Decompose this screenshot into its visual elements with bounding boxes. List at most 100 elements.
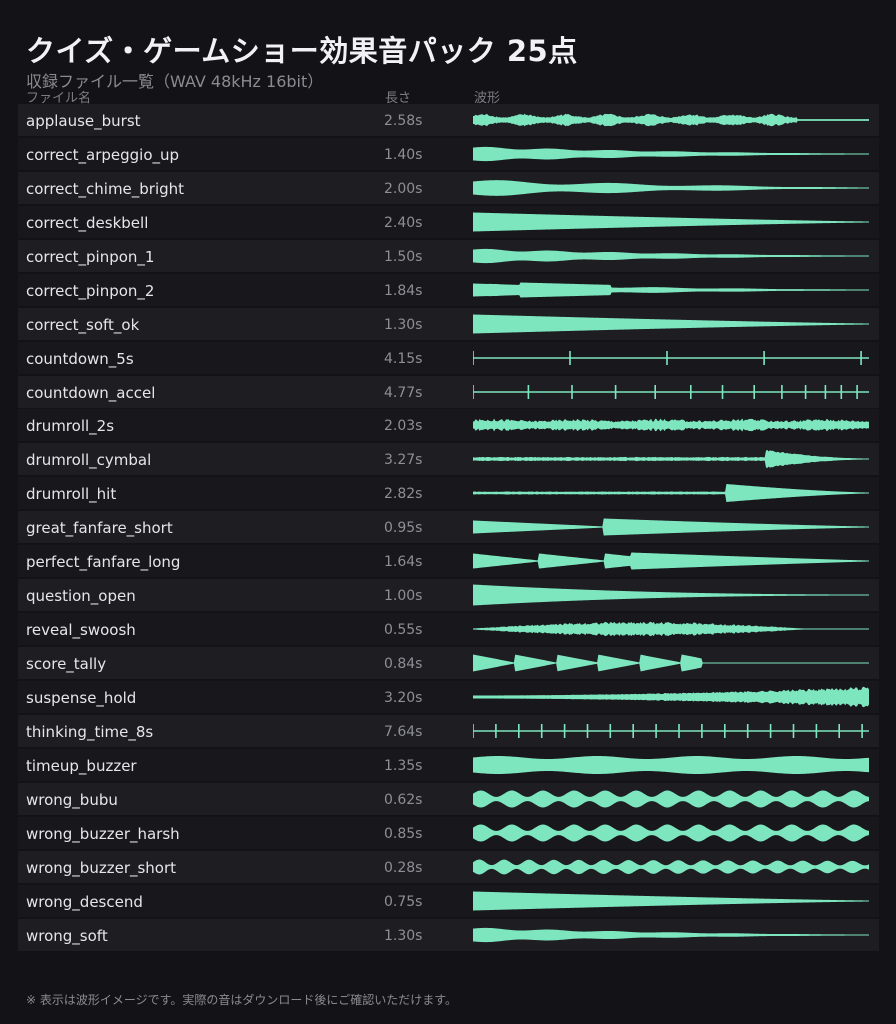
file-length: 1.00s [384, 588, 423, 605]
file-name: wrong_soft [26, 926, 108, 945]
file-name: thinking_time_8s [26, 722, 154, 741]
file-name: correct_pinpon_1 [26, 247, 155, 266]
file-length: 2.00s [384, 180, 423, 197]
file-length: 2.03s [384, 418, 423, 435]
waveform-thumbnail [473, 824, 869, 842]
file-length: 0.28s [384, 859, 423, 876]
file-row[interactable]: wrong_buzzer_short 0.28s [18, 850, 879, 883]
waveform-thumbnail [473, 450, 869, 469]
file-row[interactable]: wrong_descend 0.75s [18, 884, 879, 917]
file-row[interactable]: drumroll_2s 2.03s [18, 409, 879, 442]
file-name: correct_deskbell [26, 213, 149, 232]
footer-note: ※ 表示は波形イメージです。実際の音はダウンロード後にご確認いただけます。 [26, 993, 457, 1007]
page-title: クイズ・ゲームショー効果音パック 25点 [26, 34, 578, 68]
waveform-thumbnail [473, 314, 869, 334]
waveform-thumbnail [473, 584, 869, 606]
waveform-thumbnail [473, 180, 869, 196]
file-name: correct_pinpon_2 [26, 281, 155, 300]
waveform-path [473, 891, 869, 911]
file-length: 3.20s [384, 689, 423, 706]
waveform-path [473, 282, 869, 298]
waveform-thumbnail [473, 790, 869, 808]
file-row[interactable]: correct_pinpon_2 1.84s [18, 273, 879, 306]
waveform-path [473, 790, 869, 808]
file-row[interactable]: correct_deskbell 2.40s [18, 205, 879, 238]
file-name: drumroll_2s [26, 417, 115, 436]
waveform-path [473, 180, 869, 196]
waveform-path [473, 755, 869, 774]
file-length: 1.84s [384, 282, 423, 299]
file-name: countdown_accel [26, 383, 156, 402]
waveform-path [473, 314, 869, 334]
file-row[interactable]: perfect_fanfare_long 1.64s [18, 545, 879, 578]
file-length: 2.40s [384, 214, 423, 231]
file-row[interactable]: countdown_accel 4.77s [18, 375, 879, 408]
file-row[interactable]: correct_chime_bright 2.00s [18, 171, 879, 204]
file-row[interactable]: correct_soft_ok 1.30s [18, 307, 879, 340]
waveform-path [473, 518, 869, 536]
file-length: 0.75s [384, 893, 423, 910]
column-header-length: 長さ [385, 91, 412, 106]
file-row[interactable]: drumroll_hit 2.82s [18, 477, 879, 510]
file-name: correct_soft_ok [26, 315, 140, 334]
file-name: question_open [26, 587, 136, 606]
waveform-path [473, 654, 869, 672]
file-row[interactable]: drumroll_cymbal 3.27s [18, 443, 879, 476]
file-row[interactable]: countdown_5s 4.15s [18, 341, 879, 374]
file-row[interactable]: thinking_time_8s 7.64s [18, 714, 879, 747]
waveform-thumbnail [473, 755, 869, 774]
file-length: 0.95s [384, 520, 423, 537]
file-row[interactable]: great_fanfare_short 0.95s [18, 511, 879, 544]
file-row[interactable]: question_open 1.00s [18, 579, 879, 612]
waveform-path [473, 248, 869, 263]
file-name: suspense_hold [26, 688, 137, 707]
file-row[interactable]: wrong_bubu 0.62s [18, 782, 879, 815]
waveform-path [473, 212, 869, 232]
file-row[interactable]: wrong_buzzer_harsh 0.85s [18, 816, 879, 849]
file-length: 1.30s [384, 316, 423, 333]
waveform-path [473, 723, 869, 738]
file-row[interactable]: reveal_swoosh 0.55s [18, 613, 879, 646]
file-name: timeup_buzzer [26, 756, 137, 775]
file-name: countdown_5s [26, 349, 134, 368]
waveform-thumbnail [473, 146, 869, 162]
file-length: 0.85s [384, 825, 423, 842]
waveform-thumbnail [473, 350, 869, 365]
waveform-path [473, 418, 869, 432]
waveform-thumbnail [473, 282, 869, 298]
waveform-path [473, 824, 869, 842]
waveform-thumbnail [473, 418, 869, 432]
file-length: 1.30s [384, 927, 423, 944]
file-name: drumroll_hit [26, 485, 117, 504]
file-name: correct_arpeggio_up [26, 145, 180, 164]
file-row[interactable]: suspense_hold 3.20s [18, 680, 879, 713]
waveform-path [473, 552, 869, 570]
file-name: score_tally [26, 655, 107, 673]
file-length: 0.84s [384, 656, 423, 672]
file-length: 1.35s [384, 757, 423, 774]
file-row[interactable]: wrong_soft 1.30s [18, 918, 879, 951]
file-length: 1.50s [384, 248, 423, 265]
file-length: 4.15s [384, 350, 423, 367]
file-name: wrong_buzzer_harsh [26, 824, 180, 843]
file-length: 0.55s [384, 622, 423, 639]
file-row[interactable]: score_tally 0.84s [18, 647, 879, 679]
file-name: reveal_swoosh [26, 621, 136, 640]
file-length: 7.64s [384, 723, 423, 740]
file-row[interactable]: timeup_buzzer 1.35s [18, 748, 879, 781]
file-row[interactable]: correct_arpeggio_up 1.40s [18, 137, 879, 170]
waveform-thumbnail [473, 723, 869, 738]
waveform-thumbnail [473, 654, 869, 672]
file-row[interactable]: correct_pinpon_1 1.50s [18, 239, 879, 272]
page-subtitle: 収録ファイル一覧（WAV 48kHz 16bit） [26, 72, 324, 91]
waveform-thumbnail [473, 552, 869, 570]
file-name: correct_chime_bright [26, 179, 185, 198]
file-row[interactable]: applause_burst 2.58s [18, 104, 879, 136]
file-length: 0.62s [384, 791, 423, 808]
waveform-thumbnail [473, 484, 869, 503]
file-name: perfect_fanfare_long [26, 553, 181, 572]
waveform-path [473, 146, 869, 162]
waveform-thumbnail [473, 384, 869, 399]
column-header-name: ファイル名 [26, 91, 92, 106]
